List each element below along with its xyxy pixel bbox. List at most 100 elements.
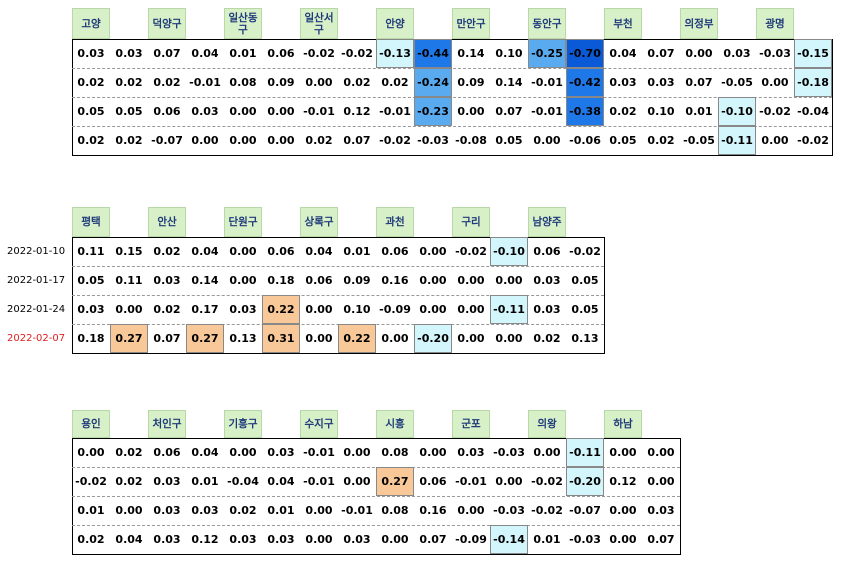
value-cell: 0.00 xyxy=(305,504,333,517)
value-cell: 0.03 xyxy=(229,303,257,316)
value-cell: 0.03 xyxy=(191,105,219,118)
value-cell: 0.03 xyxy=(153,533,181,546)
value-cell: 0.14 xyxy=(457,47,485,60)
value-cell: 0.03 xyxy=(267,446,295,459)
value-cell: 0.01 xyxy=(77,504,105,517)
row-separator xyxy=(72,68,832,69)
value-cell: 0.06 xyxy=(419,475,447,488)
value-cell: 0.12 xyxy=(609,475,637,488)
value-cell: 0.06 xyxy=(153,446,181,459)
value-cell: 0.17 xyxy=(191,303,219,316)
value-cell: -0.03 xyxy=(759,47,791,60)
value-cell: -0.07 xyxy=(569,504,601,517)
value-cell: 0.03 xyxy=(647,504,675,517)
value-cell: 0.03 xyxy=(77,303,105,316)
value-cell: 0.02 xyxy=(77,533,105,546)
value-cell: 0.11 xyxy=(77,245,105,258)
value-cell: 0.00 xyxy=(305,76,333,89)
value-cell: 0.05 xyxy=(77,105,105,118)
value-cell: 0.02 xyxy=(153,303,181,316)
value-cell: 0.00 xyxy=(533,134,561,147)
value-cell: -0.10 xyxy=(490,237,528,266)
region-header: 평택 xyxy=(72,207,110,237)
value-cell: 0.15 xyxy=(115,245,143,258)
value-cell: 0.02 xyxy=(115,76,143,89)
value-cell: 0.00 xyxy=(533,446,561,459)
region-header: 하남 xyxy=(604,410,642,438)
value-cell: 0.08 xyxy=(381,504,409,517)
value-cell: 0.04 xyxy=(115,533,143,546)
value-cell: 0.07 xyxy=(153,332,181,345)
value-cell: -0.02 xyxy=(341,47,373,60)
value-cell: 0.06 xyxy=(267,47,295,60)
value-cell: 0.22 xyxy=(262,295,300,324)
value-cell: 0.13 xyxy=(571,332,599,345)
value-cell: -0.70 xyxy=(566,39,604,68)
value-cell: 0.00 xyxy=(381,533,409,546)
value-cell: 0.22 xyxy=(338,324,376,353)
value-cell: 0.00 xyxy=(685,47,713,60)
value-cell: 0.03 xyxy=(115,47,143,60)
value-cell: 0.14 xyxy=(495,76,523,89)
value-cell: -0.13 xyxy=(376,39,414,68)
value-cell: -0.10 xyxy=(718,97,756,126)
value-cell: 0.00 xyxy=(381,332,409,345)
value-cell: 0.07 xyxy=(647,533,675,546)
value-cell: 0.02 xyxy=(115,475,143,488)
value-cell: 0.04 xyxy=(267,475,295,488)
value-cell: -0.03 xyxy=(493,446,525,459)
value-cell: 0.00 xyxy=(457,303,485,316)
value-cell: -0.02 xyxy=(531,504,563,517)
row-separator xyxy=(72,97,832,98)
value-cell: 0.05 xyxy=(495,134,523,147)
value-cell: 0.00 xyxy=(229,245,257,258)
value-cell: -0.24 xyxy=(414,68,452,97)
value-cell: -0.03 xyxy=(569,533,601,546)
value-cell: -0.14 xyxy=(490,525,528,554)
region-header: 수지구 xyxy=(300,410,338,438)
region-header: 기흥구 xyxy=(224,410,262,438)
value-cell: -0.15 xyxy=(794,39,832,68)
value-cell: 0.04 xyxy=(191,245,219,258)
value-cell: 0.00 xyxy=(191,134,219,147)
value-cell: -0.06 xyxy=(569,134,601,147)
value-cell: 0.09 xyxy=(457,76,485,89)
value-cell: 0.00 xyxy=(647,475,675,488)
region-header: 시흥 xyxy=(376,410,414,438)
value-cell: 0.03 xyxy=(533,303,561,316)
date-label: 2022-01-24 xyxy=(7,304,66,315)
value-cell: 0.13 xyxy=(229,332,257,345)
region-header: 고양 xyxy=(72,8,110,39)
value-cell: -0.38 xyxy=(566,97,604,126)
value-cell: 0.10 xyxy=(647,105,675,118)
region-header: 만안구 xyxy=(452,8,490,39)
value-cell: 0.27 xyxy=(376,467,414,496)
value-cell: 0.00 xyxy=(305,533,333,546)
value-cell: -0.01 xyxy=(341,504,373,517)
value-cell: 0.02 xyxy=(153,76,181,89)
value-cell: 0.00 xyxy=(305,303,333,316)
value-cell: 0.00 xyxy=(495,332,523,345)
region-header: 부천 xyxy=(604,8,642,39)
value-cell: 0.00 xyxy=(267,134,295,147)
value-cell: 0.00 xyxy=(115,303,143,316)
value-cell: -0.11 xyxy=(566,438,604,467)
region-header: 남양주 xyxy=(528,207,566,237)
value-cell: 0.04 xyxy=(305,245,333,258)
value-cell: -0.25 xyxy=(528,39,566,68)
value-cell: 0.02 xyxy=(115,134,143,147)
value-cell: 0.02 xyxy=(533,332,561,345)
value-cell: -0.04 xyxy=(797,105,829,118)
value-cell: 0.01 xyxy=(229,47,257,60)
value-cell: 0.02 xyxy=(305,134,333,147)
value-cell: 0.16 xyxy=(419,504,447,517)
value-cell: 0.00 xyxy=(229,446,257,459)
value-cell: 0.03 xyxy=(191,504,219,517)
value-cell: 0.27 xyxy=(186,324,224,353)
value-cell: -0.01 xyxy=(303,105,335,118)
value-cell: 0.00 xyxy=(647,446,675,459)
value-cell: -0.23 xyxy=(414,97,452,126)
region-header: 의왕 xyxy=(528,410,566,438)
value-cell: -0.01 xyxy=(531,76,563,89)
